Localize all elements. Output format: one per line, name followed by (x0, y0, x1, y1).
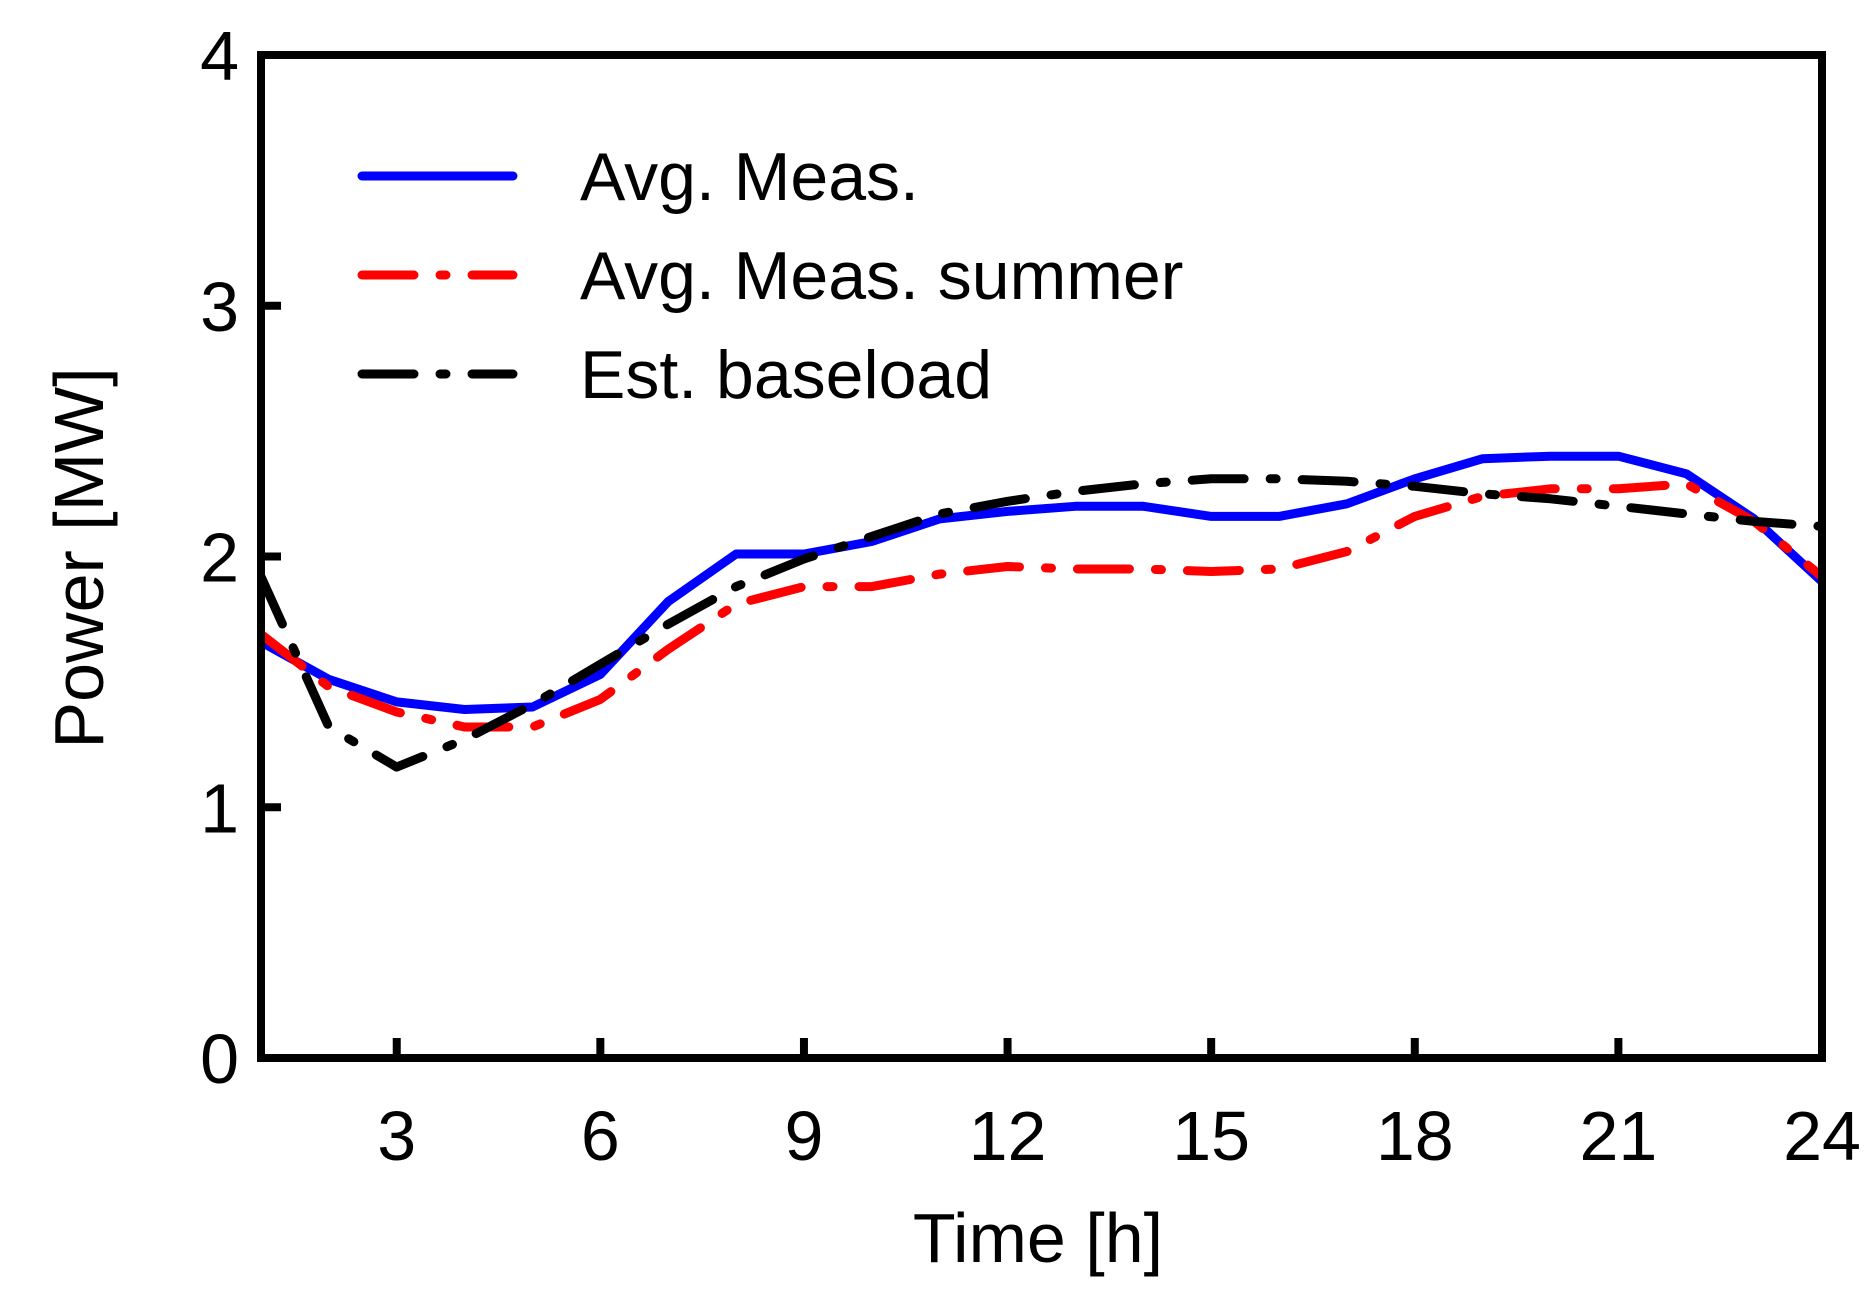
series-line-3 (261, 474, 1822, 772)
x-tick-label: 18 (1376, 1097, 1454, 1175)
plot-frame (257, 51, 1826, 1062)
y-tick-label: 0 (200, 1020, 239, 1098)
y-tick-label: 3 (200, 268, 239, 346)
series-line-2 (261, 479, 1822, 732)
x-tick-label: 3 (377, 1097, 416, 1175)
x-tick-label: 9 (784, 1097, 823, 1175)
y-tick-label: 2 (200, 519, 239, 597)
series-layer (261, 451, 1822, 772)
x-axis-title: Time [h] (913, 1199, 1163, 1277)
legend-label-3: Est. baseload (580, 337, 992, 413)
x-tick-label: 21 (1579, 1097, 1657, 1175)
x-tick-label: 12 (969, 1097, 1047, 1175)
series-line-1 (261, 451, 1822, 714)
x-tick-label: 24 (1783, 1097, 1861, 1175)
legend-label-2: Avg. Meas. summer (580, 238, 1183, 314)
x-tick-label: 15 (1172, 1097, 1250, 1175)
y-tick-label: 4 (200, 17, 239, 95)
legend: Avg. Meas. Avg. Meas. summer Est. baseload (357, 139, 1183, 413)
y-tick-label: 1 (200, 769, 239, 847)
y-axis-title: Power [MW] (40, 367, 118, 748)
legend-label-1: Avg. Meas. (580, 139, 919, 215)
x-tick-label: 6 (581, 1097, 620, 1175)
